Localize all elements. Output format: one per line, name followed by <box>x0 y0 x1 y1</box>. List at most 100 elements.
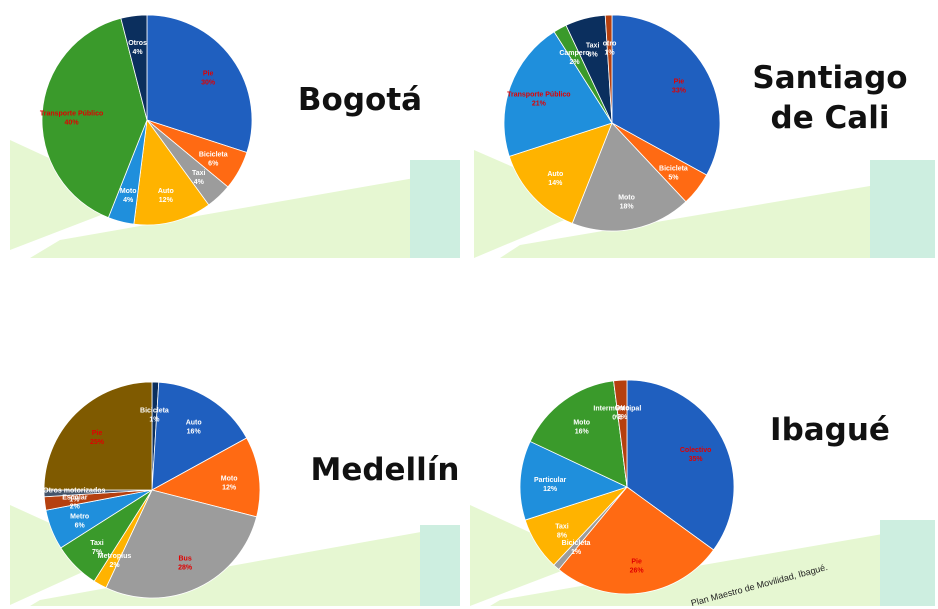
data-label: Escolar 2% <box>62 495 88 511</box>
category-label: Auto <box>158 188 174 195</box>
category-label: Colectivo <box>680 447 712 454</box>
category-label: Moto <box>221 475 238 482</box>
pie-slice <box>604 14 613 124</box>
category-label: Metro <box>70 514 89 521</box>
value-label: 35% <box>689 456 704 463</box>
category-label: Bicicleta <box>199 151 228 158</box>
category-label: Transporte Público <box>40 110 103 117</box>
chart-title: Santiago de Cali <box>752 60 908 136</box>
category-label: Escolar <box>62 495 88 502</box>
data-label: Pie 33% <box>672 78 687 94</box>
data-label: Bicicleta 6% <box>199 151 228 167</box>
value-label: 40% <box>65 119 80 126</box>
value-label: 4% <box>132 49 143 56</box>
data-label: Moto 16% <box>573 420 590 436</box>
category-label: Taxi <box>90 540 104 547</box>
category-label: Campero <box>559 50 589 57</box>
data-label: Auto 12% <box>158 188 174 204</box>
value-label: 1% <box>149 416 160 423</box>
pie-slice <box>146 14 253 153</box>
value-label: 4% <box>123 197 134 204</box>
data-label: Particular 12% <box>534 477 567 493</box>
category-label: Bicicleta <box>562 540 591 547</box>
data-label: Pie 30% <box>201 71 216 87</box>
category-label: Intermunicipal <box>593 406 641 413</box>
category-label: Otros motorizados <box>43 487 105 494</box>
category-label: Taxi <box>586 43 600 50</box>
data-label: Auto 14% <box>547 171 563 187</box>
pie-slice <box>41 17 148 219</box>
data-label: Otros motorizados 1% <box>43 487 105 503</box>
pie <box>43 381 261 599</box>
data-label: otro 1% <box>603 40 617 56</box>
value-label: 0% <box>612 415 623 422</box>
chart-title: Ibagué <box>770 412 890 448</box>
category-label: Otro <box>615 405 630 412</box>
value-label: 2% <box>109 562 120 569</box>
category-label: Pie <box>631 558 642 565</box>
category-label: Pie <box>674 78 685 85</box>
pie-slice <box>613 379 628 488</box>
category-label: Bus <box>178 555 191 562</box>
data-label: Taxi 4% <box>192 170 206 186</box>
data-label: Bicicleta 5% <box>659 166 688 182</box>
value-label: 2% <box>70 504 81 511</box>
category-label: Transporte Público <box>507 92 570 99</box>
chart-title: Medellín <box>310 452 460 488</box>
pie-slice <box>626 379 735 551</box>
value-label: 16% <box>187 428 202 435</box>
value-label: 21% <box>532 101 547 108</box>
category-label: Pie <box>92 430 103 437</box>
pie <box>503 14 721 232</box>
value-label: 8% <box>557 532 568 539</box>
data-label: Bicicleta 1% <box>140 407 169 423</box>
data-label: Colectivo 35% <box>680 447 712 463</box>
pie-slice <box>105 489 258 599</box>
category-label: Metroplus <box>98 553 132 560</box>
pie-slice <box>503 31 613 157</box>
data-label: Bicicleta 1% <box>562 540 591 556</box>
data-label: Taxi 7% <box>90 540 104 556</box>
value-label: 12% <box>543 486 558 493</box>
category-label: Bicicleta <box>140 407 169 414</box>
category-label: Taxi <box>555 523 569 530</box>
category-label: Moto <box>618 194 635 201</box>
pie-slice <box>150 437 261 518</box>
data-label: Moto 4% <box>120 188 137 204</box>
pie <box>41 14 253 226</box>
data-label: Auto 16% <box>186 419 202 435</box>
data-label: Intermunicipal 0% <box>593 406 641 422</box>
pie-slice <box>519 440 629 521</box>
category-label: Auto <box>186 419 202 426</box>
value-label: 7% <box>92 549 103 556</box>
value-label: 25% <box>90 439 105 446</box>
value-label: 33% <box>672 87 687 94</box>
chart-title: Bogotá <box>297 82 423 118</box>
pie-slice <box>43 381 153 491</box>
data-label: Taxi 6% <box>586 43 600 59</box>
category-label: Moto <box>573 420 590 427</box>
category-label: Pie <box>203 71 214 78</box>
pie-slice <box>133 118 210 226</box>
value-label: 2% <box>617 414 628 421</box>
value-label: 6% <box>208 160 219 167</box>
value-label: 4% <box>194 179 205 186</box>
value-label: 6% <box>588 52 599 59</box>
value-label: 1% <box>604 49 615 56</box>
pie-slice <box>611 14 721 176</box>
data-label: Moto 12% <box>221 475 238 491</box>
data-label: Metro 6% <box>70 514 89 530</box>
pie-slice <box>120 14 148 121</box>
data-label: Transporte Público 40% <box>40 110 103 126</box>
map-blocks <box>410 160 935 606</box>
value-label: 18% <box>620 203 635 210</box>
data-label: Otro 2% <box>615 405 630 421</box>
category-label: Moto <box>120 188 137 195</box>
pie-slice <box>558 486 715 595</box>
category-label: Otros <box>128 40 147 47</box>
data-label: Pie 25% <box>90 430 105 446</box>
data-label: Taxi 8% <box>555 523 569 539</box>
value-label: 12% <box>222 484 237 491</box>
category-label: Taxi <box>192 170 206 177</box>
